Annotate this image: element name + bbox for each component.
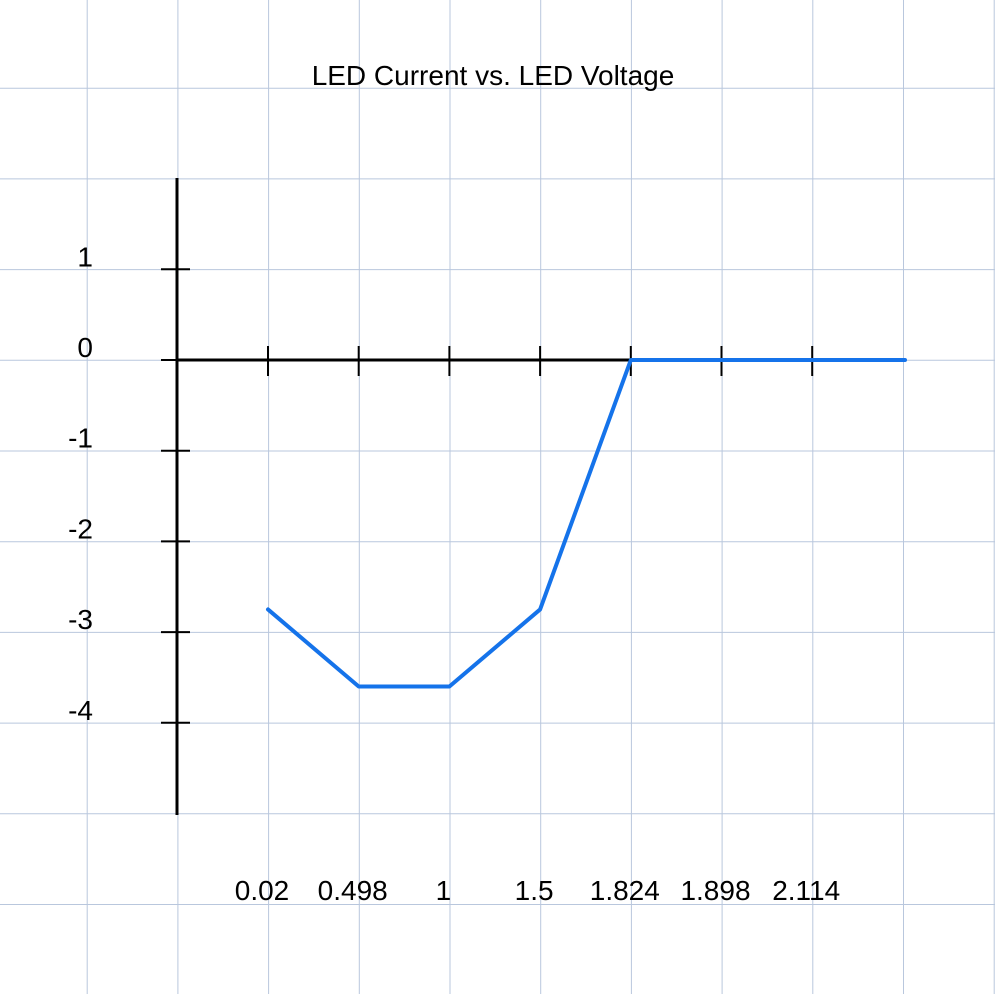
x-tick-label: 1.898 [680, 875, 750, 906]
x-tick-label: 1.824 [590, 875, 660, 906]
y-tick-label: 1 [77, 241, 93, 272]
x-tick-labels: 0.02 0.498 1 1.5 1.824 1.898 2.114 [235, 875, 840, 906]
x-tick-label: 0.02 [235, 875, 290, 906]
y-tick-label: 0 [77, 332, 93, 363]
y-tick-label: -3 [68, 604, 93, 635]
x-tick-label: 2.114 [772, 875, 840, 906]
y-tick-label: -2 [68, 513, 93, 544]
x-tick-label: 1 [436, 875, 452, 906]
axes [161, 178, 905, 815]
y-tick-label: -4 [68, 695, 93, 726]
x-tick-label: 0.498 [318, 875, 388, 906]
chart-title: LED Current vs. LED Voltage [312, 60, 675, 91]
x-tick-label: 1.5 [515, 875, 554, 906]
y-tick-label: -1 [68, 423, 93, 454]
series-group [266, 358, 907, 689]
series-line [266, 358, 907, 689]
y-tick-labels: 1 0 -1 -2 -3 -4 [68, 241, 93, 726]
